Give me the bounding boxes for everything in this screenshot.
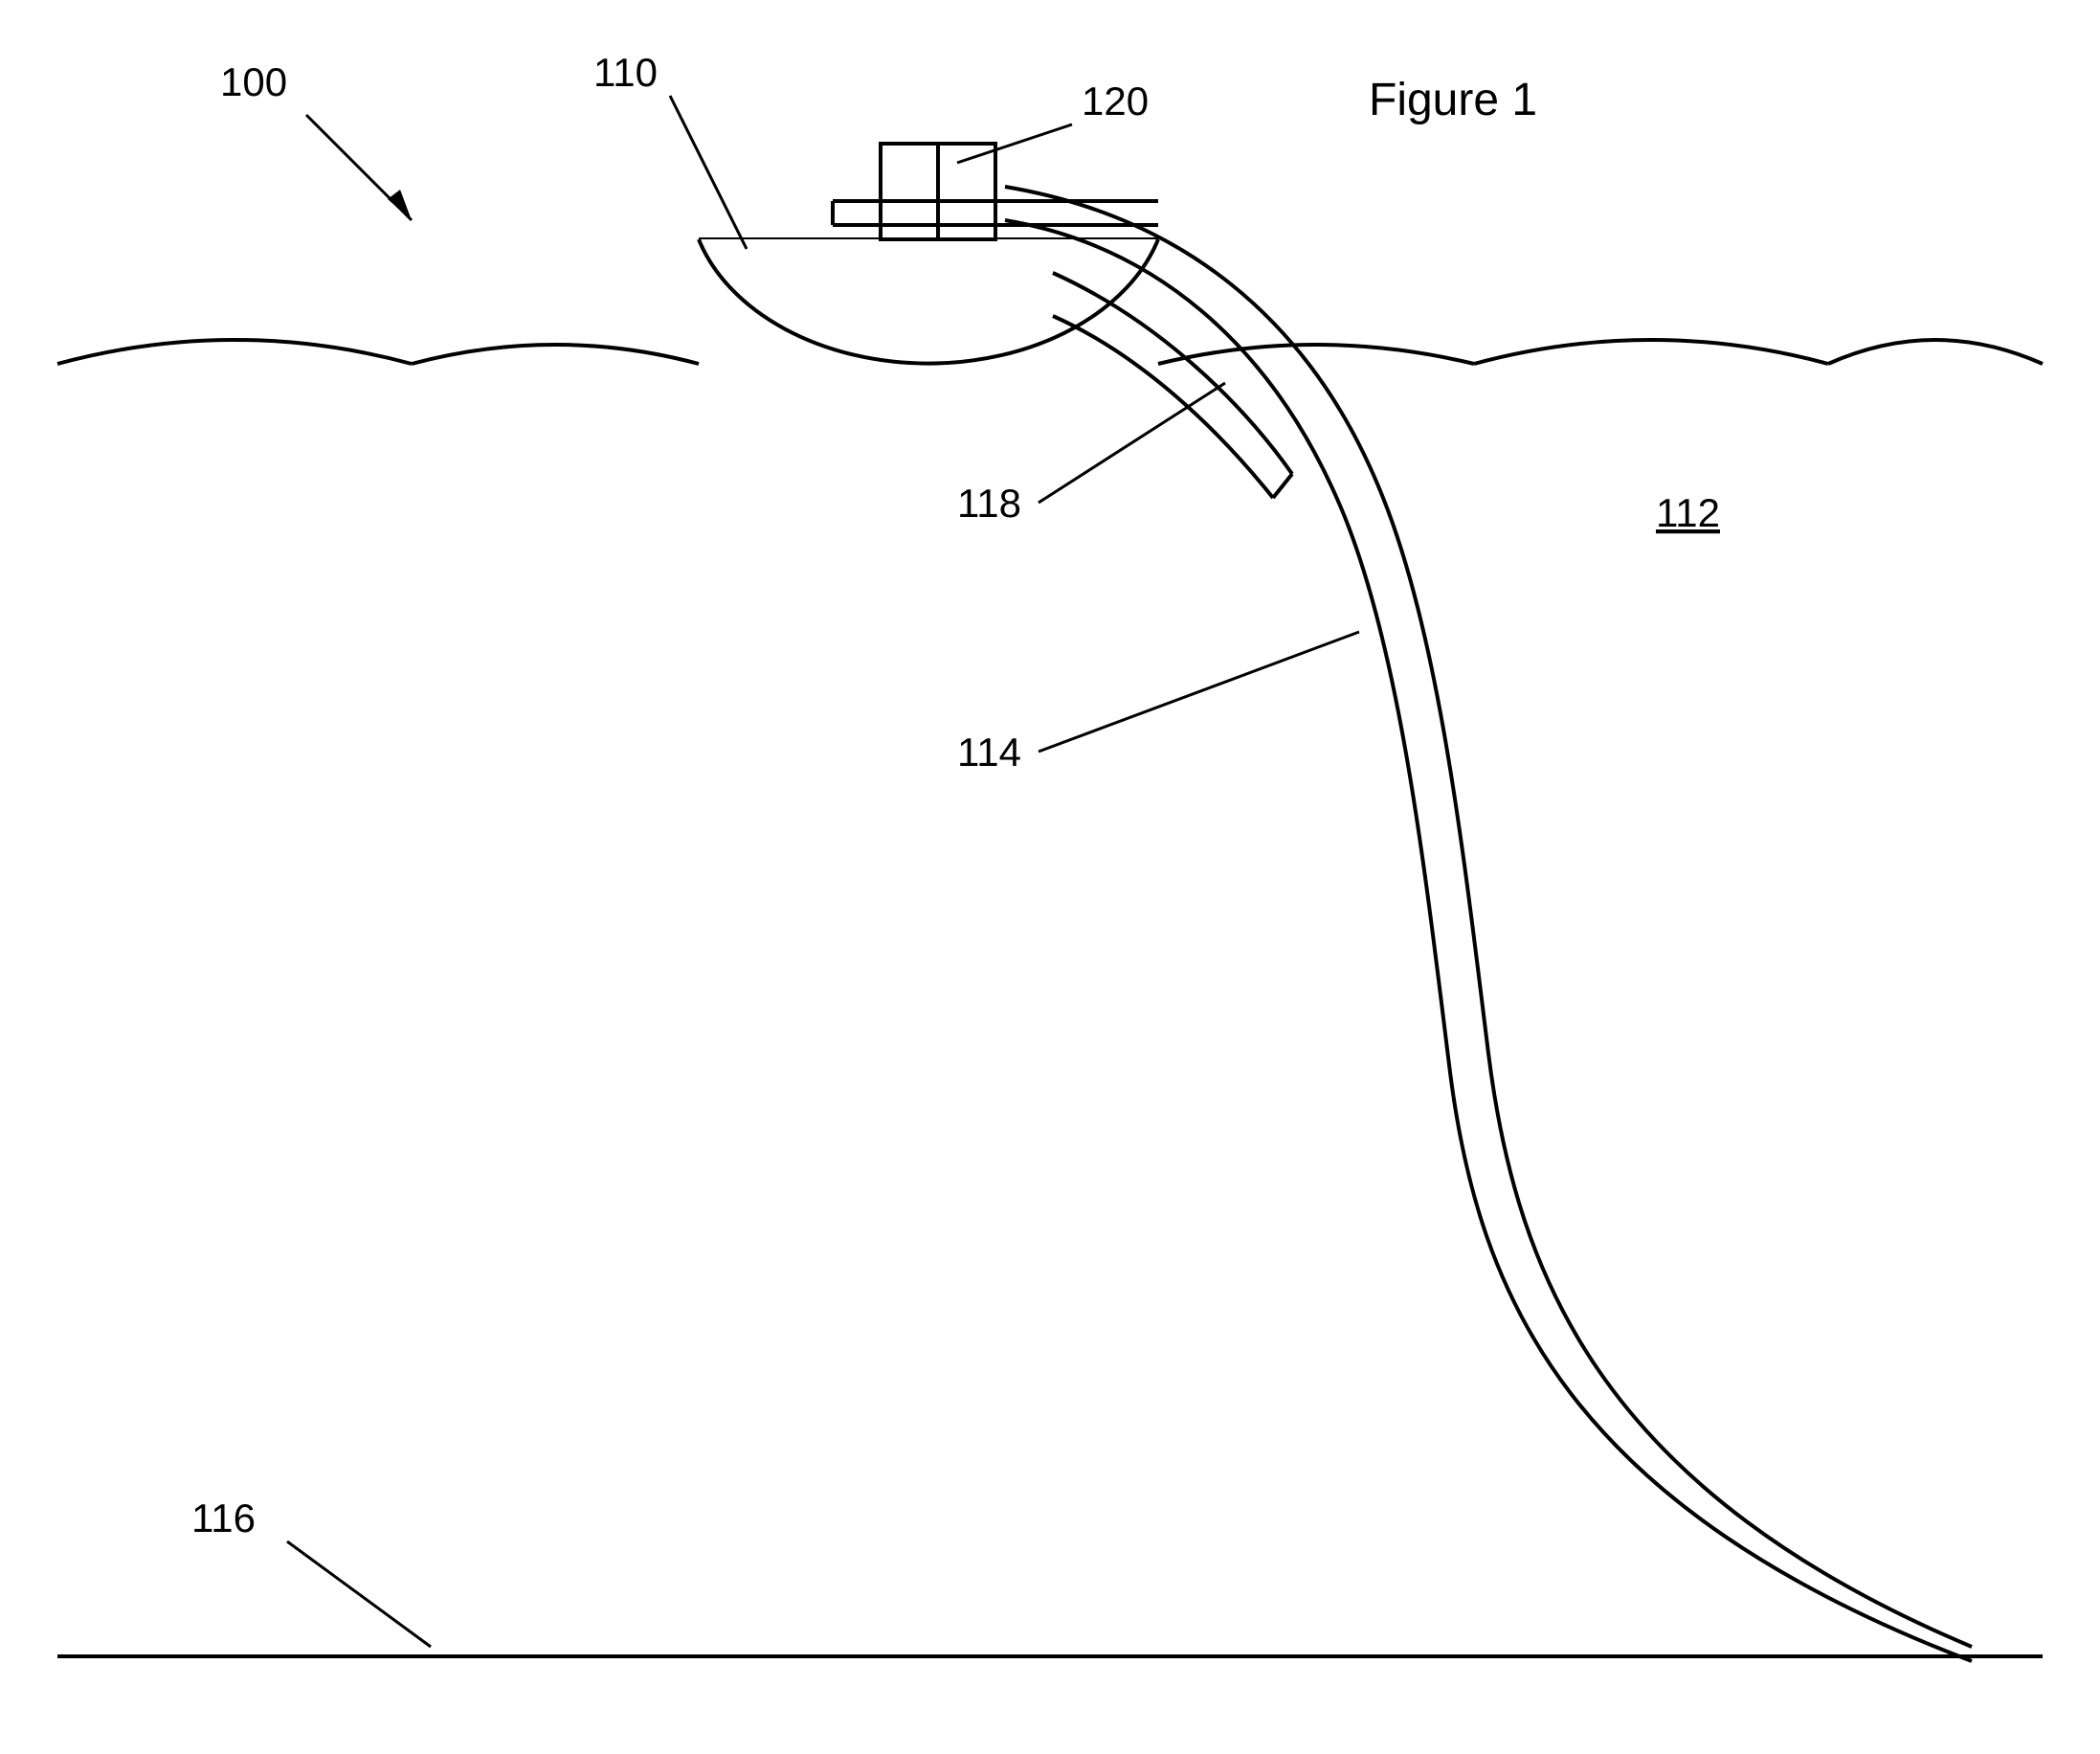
water-surface bbox=[57, 340, 2043, 364]
reel bbox=[833, 144, 1158, 239]
leader-stinger bbox=[1039, 383, 1225, 503]
vessel bbox=[699, 239, 1158, 364]
label-stinger: 118 bbox=[957, 481, 1021, 526]
label-water: 112 bbox=[1656, 490, 1720, 535]
leader-pipeline bbox=[1039, 632, 1359, 752]
pipeline bbox=[1005, 187, 1972, 1661]
label-assembly: 100 bbox=[220, 59, 287, 104]
label-seabed: 116 bbox=[191, 1495, 256, 1540]
leader-assembly-arrow bbox=[306, 115, 412, 220]
label-vessel: 110 bbox=[593, 50, 658, 95]
label-pipeline: 114 bbox=[957, 730, 1021, 775]
figure-canvas: Figure 1 100 110 120 118 114 112 116 bbox=[0, 0, 2100, 1754]
figure-title: Figure 1 bbox=[1369, 75, 1537, 125]
leader-seabed bbox=[287, 1541, 431, 1647]
leader-vessel bbox=[670, 96, 747, 249]
label-reel: 120 bbox=[1082, 79, 1149, 124]
